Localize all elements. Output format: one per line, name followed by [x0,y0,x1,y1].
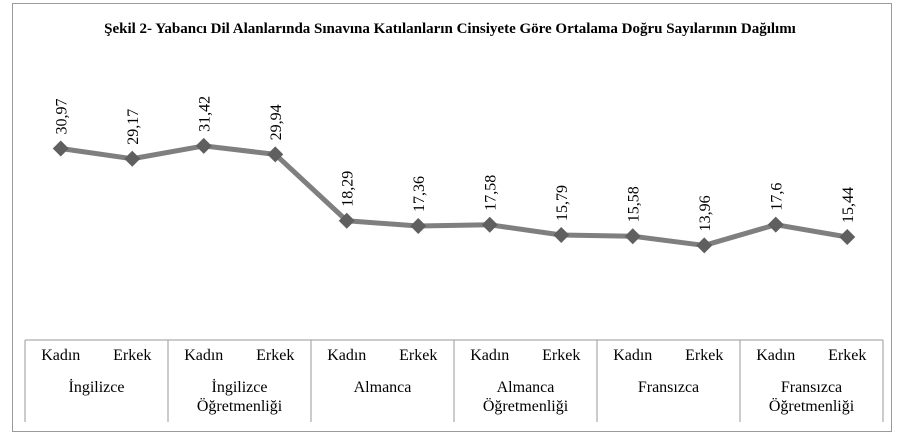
marker [338,212,355,229]
x-tick-label: Kadın [327,347,366,364]
data-label: 15,44 [840,187,857,223]
marker [52,140,69,157]
marker [767,216,784,233]
x-tick-label: Kadın [470,347,509,364]
x-tick-label: Erkek [685,347,723,364]
data-label: 15,79 [554,185,571,221]
marker [624,228,641,245]
x-tick-label: Kadın [613,347,652,364]
x-tick-label: Erkek [542,347,580,364]
data-label: 17,6 [769,183,786,211]
line [60,143,848,248]
marker [481,216,498,233]
marker [124,150,141,167]
data-label: 18,29 [340,171,357,207]
marker [839,228,856,245]
marker [410,218,427,235]
marker [195,137,212,154]
data-label: 30,97 [54,98,71,134]
chart-title: Şekil 2- Yabancı Dil Alanlarında Sınavın… [104,21,796,37]
marker [553,226,570,243]
marker [267,146,284,163]
x-tick-label: Kadın [41,347,80,364]
marker [696,237,713,254]
data-label: 13,96 [697,195,714,231]
data-label: 17,36 [411,176,428,212]
group-label: Almanca [353,379,412,396]
chart-border [12,3,892,432]
group-label: Fransızca Öğretmenliği [768,379,855,415]
data-label: 17,58 [483,175,500,211]
data-label: 31,42 [197,96,214,132]
group-label: İngilizce [68,379,125,396]
x-tick-label: Erkek [828,347,866,364]
group-label: İngilizce Öğretmenliği [196,379,283,415]
data-label: 29,17 [125,109,142,145]
group-label: Fransızca [637,379,700,396]
data-label: 29,94 [268,104,285,140]
x-tick-label: Erkek [399,347,437,364]
x-tick-label: Erkek [256,347,294,364]
data-label: 15,58 [626,186,643,222]
group-label: Almanca Öğretmenliği [482,379,569,415]
x-tick-label: Kadın [184,347,223,364]
x-tick-label: Kadın [756,347,795,364]
x-tick-label: Erkek [113,347,151,364]
